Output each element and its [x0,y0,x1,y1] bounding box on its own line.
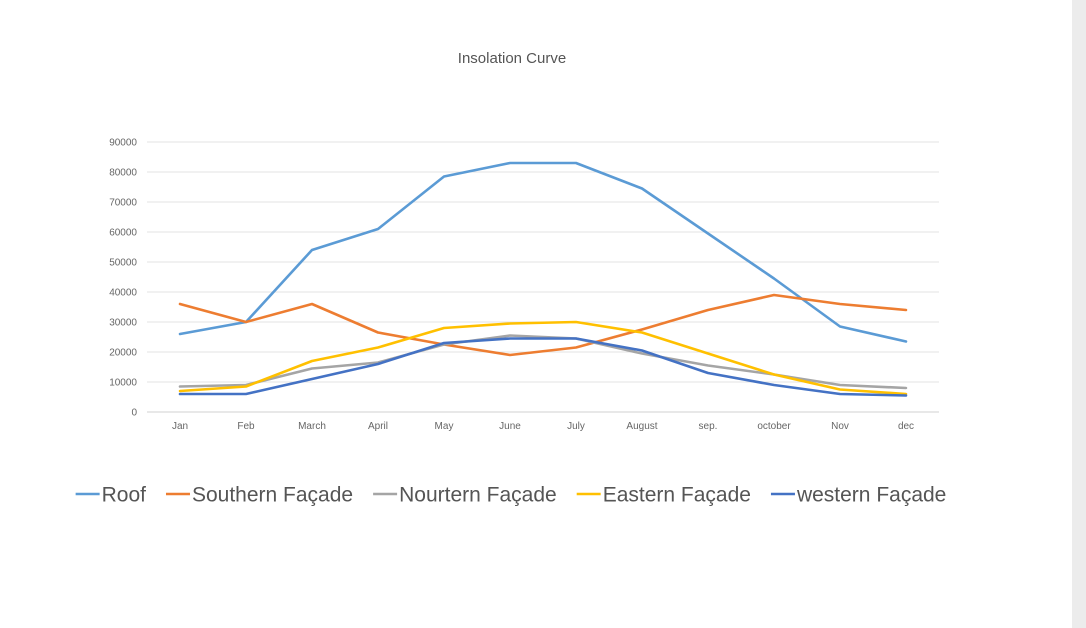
series-line-3 [178,320,908,396]
x-tick-label: July [567,421,585,432]
y-tick-label: 0 [131,408,137,419]
y-tick-label: 90000 [109,138,137,149]
legend-label: Nourtern Façade [399,484,557,507]
x-tick-label: Jan [172,421,188,432]
x-tick-label: April [368,421,388,432]
y-tick-label: 20000 [109,348,137,359]
y-axis-ticks: 0 10000 20000 30000 40000 50000 60000 70000 8000… [109,138,137,419]
y-tick-label: 40000 [109,288,137,299]
x-tick-label: sep. [699,421,718,432]
legend-label: Eastern Façade [603,484,751,507]
gridlines [147,141,939,413]
series-line-1 [178,293,908,357]
x-tick-label: August [626,421,657,432]
legend-label: Roof [102,484,147,507]
x-tick-label: June [499,421,521,432]
x-tick-label: dec [898,421,914,432]
x-axis-ticks: Jan Feb March April May June July August sep. oct… [172,421,914,432]
series-line-4 [178,337,908,397]
legend-label: Southern Façade [192,484,353,507]
y-tick-label: 60000 [109,228,137,239]
x-tick-label: Feb [237,421,255,432]
x-tick-label: Nov [831,421,849,432]
legend: Roof Southern Façade Nourtern Façade Easter… [75,484,946,507]
legend-label: western Façade [796,484,946,507]
x-tick-label: october [757,421,791,432]
y-tick-label: 70000 [109,198,137,209]
y-tick-label: 50000 [109,258,137,269]
series-lines [178,161,908,397]
series-line-0 [178,161,908,343]
y-tick-label: 80000 [109,168,137,179]
x-tick-label: March [298,421,326,432]
x-tick-label: May [435,421,454,432]
y-tick-label: 30000 [109,318,137,329]
y-tick-label: 10000 [109,378,137,389]
chart-title: Insolation Curve [458,50,566,67]
scrollbar-strip[interactable] [1072,0,1086,628]
